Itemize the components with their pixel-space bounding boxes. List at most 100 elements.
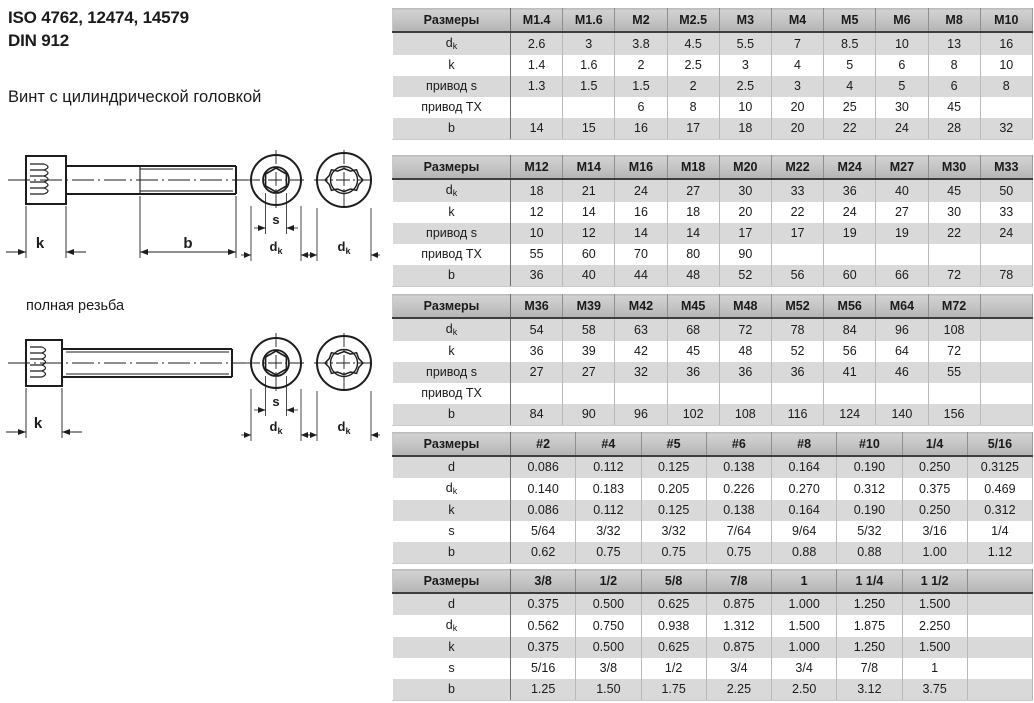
data-cell: 20 bbox=[770, 118, 825, 140]
data-cell: 0.138 bbox=[705, 500, 773, 521]
data-cell: 56 bbox=[770, 265, 825, 287]
data-cell: 42 bbox=[614, 341, 668, 362]
table-row: b 36 40 44 48 52 56 60 66 72 78 bbox=[392, 265, 1033, 287]
data-cell: 72 bbox=[927, 265, 981, 287]
row-label-cell: b bbox=[392, 118, 511, 140]
table-row: привод TX 6 8 10 20 25 30 45 bbox=[392, 97, 1033, 118]
data-cell: 0.125 bbox=[640, 456, 707, 478]
header-cell-size-6: M56 bbox=[823, 294, 877, 319]
data-cell: 48 bbox=[718, 341, 772, 362]
data-cell bbox=[770, 244, 825, 265]
data-cell: 0.250 bbox=[901, 500, 968, 521]
data-cell: 41 bbox=[823, 362, 877, 383]
table-header-row: Размеры M1.4 M1.6 M2 M2.5 M3 M4 M5 M6 M8 M10 bbox=[392, 8, 1033, 33]
data-cell: 44 bbox=[614, 265, 668, 287]
header-cell-size-1: M39 bbox=[562, 294, 616, 319]
data-cell: 2.250 bbox=[901, 615, 968, 637]
data-cell: 21 bbox=[562, 179, 616, 202]
data-cell: 1.500 bbox=[901, 637, 968, 658]
title-block: ISO 4762, 12474, 14579 DIN 912 bbox=[8, 6, 380, 52]
data-cell bbox=[562, 383, 616, 404]
header-cell-size-1: M1.6 bbox=[562, 8, 616, 33]
data-cell: 58 bbox=[562, 318, 616, 341]
data-cell bbox=[979, 318, 1033, 341]
data-cell: 48 bbox=[666, 265, 720, 287]
data-cell: 0.875 bbox=[705, 637, 773, 658]
header-cell-size-6: 1/4 bbox=[901, 432, 968, 457]
data-cell: 0.312 bbox=[966, 500, 1034, 521]
table-row: d 0.086 0.112 0.125 0.138 0.164 0.190 0.250 0.31… bbox=[392, 456, 1034, 478]
data-cell: 4 bbox=[823, 76, 877, 97]
data-cell: 0.88 bbox=[836, 542, 903, 564]
data-cell: 3/4 bbox=[770, 658, 838, 679]
data-cell: 0.250 bbox=[901, 456, 968, 478]
header-cell-size-5: #10 bbox=[836, 432, 903, 457]
data-cell bbox=[966, 637, 1034, 658]
header-cell-dimension-label: Размеры bbox=[392, 569, 511, 594]
data-cell: 2 bbox=[614, 55, 668, 76]
header-cell-dimension-label: Размеры bbox=[392, 155, 511, 180]
dim-label-s-full: s bbox=[272, 394, 279, 409]
data-cell: 108 bbox=[927, 318, 981, 341]
data-cell: 140 bbox=[875, 404, 929, 426]
data-cell: 0.469 bbox=[966, 478, 1034, 500]
data-cell: 96 bbox=[614, 404, 668, 426]
data-cell: 9/64 bbox=[770, 521, 838, 542]
data-cell: 0.938 bbox=[640, 615, 707, 637]
row-label-cell: привод s bbox=[392, 223, 511, 244]
row-label-cell: k bbox=[392, 341, 511, 362]
data-cell bbox=[966, 658, 1034, 679]
data-cell: 20 bbox=[718, 202, 772, 223]
data-cell: 3 bbox=[718, 55, 772, 76]
data-cell: 32 bbox=[614, 362, 668, 383]
data-cell: 116 bbox=[770, 404, 825, 426]
data-cell: 72 bbox=[927, 341, 981, 362]
table-row: b 0.62 0.75 0.75 0.75 0.88 0.88 1.00 1.12 bbox=[392, 542, 1034, 564]
data-cell: 16 bbox=[614, 118, 668, 140]
table-row: dk 54 58 63 68 72 78 84 96 108 bbox=[392, 318, 1033, 341]
data-cell: 7/8 bbox=[836, 658, 903, 679]
data-cell: 0.375 bbox=[509, 637, 577, 658]
row-label-cell: k bbox=[392, 500, 511, 521]
header-cell-size-4: 1 bbox=[770, 569, 838, 594]
left-panel: ISO 4762, 12474, 14579 DIN 912 Винт с ци… bbox=[0, 0, 388, 703]
data-cell bbox=[614, 383, 668, 404]
data-cell: 108 bbox=[718, 404, 772, 426]
row-label-cell: dk bbox=[392, 615, 511, 637]
data-cell: 60 bbox=[562, 244, 616, 265]
data-cell: 0.112 bbox=[575, 500, 642, 521]
data-cell: 1.4 bbox=[509, 55, 564, 76]
table-row: dk 18 21 24 27 30 33 36 40 45 50 bbox=[392, 179, 1033, 202]
data-cell: 96 bbox=[875, 318, 929, 341]
data-cell: 1.75 bbox=[640, 679, 707, 701]
table-row: привод TX bbox=[392, 383, 1033, 404]
row-label-cell: s bbox=[392, 658, 511, 679]
data-cell: 27 bbox=[509, 362, 564, 383]
header-cell-dimension-label: Размеры bbox=[392, 432, 511, 457]
data-cell: 1.000 bbox=[770, 637, 838, 658]
data-cell: 17 bbox=[666, 118, 720, 140]
dimension-table-metric-large: Размеры M36 M39 M42 M45 M48 M52 M56 M64 M72 dk 54 58… bbox=[392, 294, 1033, 426]
header-cell-size-1: #4 bbox=[575, 432, 642, 457]
data-cell bbox=[927, 244, 981, 265]
data-cell: 16 bbox=[979, 32, 1033, 55]
row-label-cell: привод TX bbox=[392, 97, 511, 118]
header-cell-size-8: M8 bbox=[927, 8, 981, 33]
data-cell: 1.3 bbox=[509, 76, 564, 97]
data-cell: 5/16 bbox=[509, 658, 577, 679]
dim-label-dk-torx: dk bbox=[338, 239, 352, 256]
data-cell: 30 bbox=[875, 97, 929, 118]
table-row: k 0.086 0.112 0.125 0.138 0.164 0.190 0.250 0.31… bbox=[392, 500, 1034, 521]
data-cell: 0.140 bbox=[509, 478, 577, 500]
data-cell: 0.625 bbox=[640, 637, 707, 658]
data-cell: 55 bbox=[927, 362, 981, 383]
data-cell: 3/8 bbox=[575, 658, 642, 679]
row-label-cell: dk bbox=[392, 179, 511, 202]
data-cell: 7/64 bbox=[705, 521, 773, 542]
data-cell: 52 bbox=[718, 265, 772, 287]
data-cell: 1.12 bbox=[966, 542, 1034, 564]
data-cell: 27 bbox=[666, 179, 720, 202]
table-row: b 1.25 1.50 1.75 2.25 2.50 3.12 3.75 bbox=[392, 679, 1034, 701]
header-cell-size-5: M4 bbox=[770, 8, 825, 33]
data-cell bbox=[562, 97, 616, 118]
